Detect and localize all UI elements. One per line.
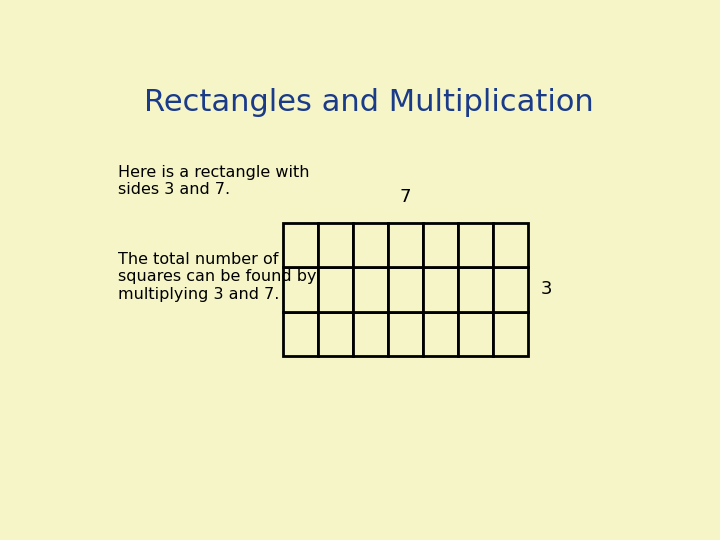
Bar xyxy=(318,223,353,267)
Bar xyxy=(458,223,493,267)
Text: 3: 3 xyxy=(540,280,552,298)
Text: 7: 7 xyxy=(400,188,411,206)
Bar xyxy=(458,267,493,312)
Bar xyxy=(282,223,318,267)
Bar xyxy=(353,312,388,356)
Bar xyxy=(318,312,353,356)
Bar xyxy=(458,312,493,356)
Bar xyxy=(493,223,528,267)
Text: Rectangles and Multiplication: Rectangles and Multiplication xyxy=(144,87,594,117)
Bar xyxy=(493,267,528,312)
Bar xyxy=(423,223,458,267)
Bar xyxy=(423,312,458,356)
Text: Here is a rectangle with
sides 3 and 7.: Here is a rectangle with sides 3 and 7. xyxy=(118,165,310,197)
Bar xyxy=(388,267,423,312)
Bar xyxy=(388,312,423,356)
Bar xyxy=(388,223,423,267)
Bar xyxy=(423,267,458,312)
Bar xyxy=(282,267,318,312)
Bar xyxy=(353,267,388,312)
Bar xyxy=(318,267,353,312)
Bar xyxy=(493,312,528,356)
Bar xyxy=(282,312,318,356)
Text: The total number of
squares can be found by
multiplying 3 and 7.: The total number of squares can be found… xyxy=(118,252,316,302)
Bar xyxy=(353,223,388,267)
